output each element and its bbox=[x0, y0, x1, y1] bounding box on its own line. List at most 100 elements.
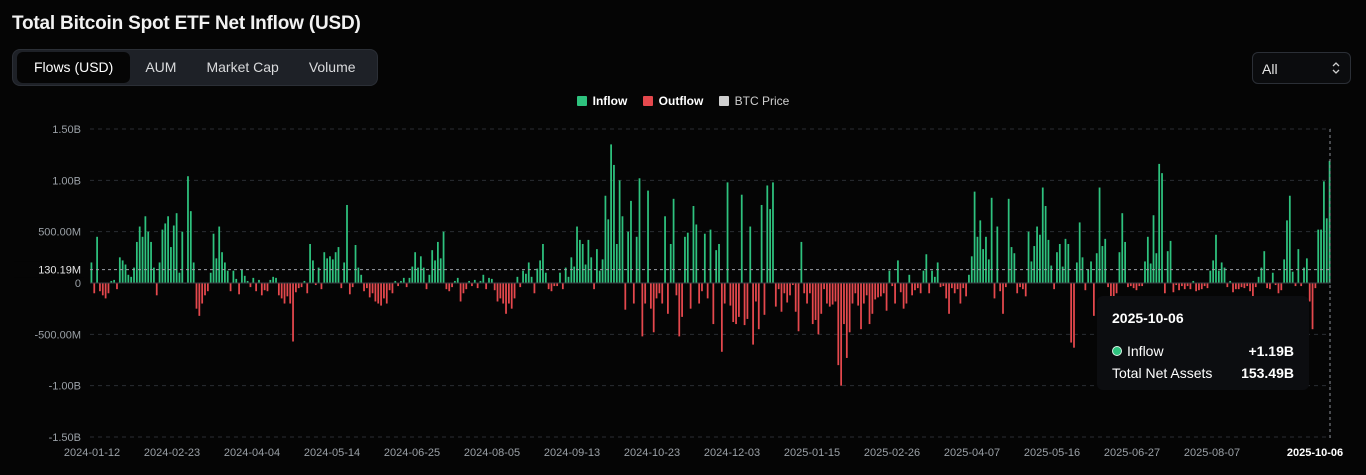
range-select-value: All bbox=[1262, 61, 1278, 77]
outflow-bar bbox=[1138, 283, 1141, 287]
outflow-bar bbox=[655, 283, 658, 299]
inflow-bar bbox=[400, 280, 402, 283]
inflow-bar bbox=[525, 273, 527, 283]
outflow-bar bbox=[229, 283, 232, 292]
inflow-bar bbox=[212, 233, 215, 283]
inflow-bar bbox=[147, 231, 150, 283]
legend-item-outflow[interactable]: Outflow bbox=[642, 94, 703, 108]
inflow-bar bbox=[996, 226, 999, 283]
inflow-bar bbox=[1013, 253, 1016, 283]
outflow-bar bbox=[723, 283, 726, 304]
outflow-bar bbox=[1135, 283, 1138, 291]
legend-item-btc-price[interactable]: BTC Price bbox=[718, 94, 789, 108]
inflow-bar bbox=[1220, 262, 1223, 283]
outflow-bar bbox=[1110, 283, 1112, 298]
tab-flows[interactable]: Flows (USD) bbox=[17, 52, 131, 83]
inflow-bar bbox=[226, 270, 229, 283]
inflow-bar bbox=[488, 277, 490, 283]
tab-volume[interactable]: Volume bbox=[308, 59, 356, 75]
outflow-bar bbox=[649, 283, 652, 309]
inflow-bar bbox=[979, 220, 982, 283]
inflow-bar bbox=[1124, 241, 1126, 283]
inflow-bar bbox=[113, 279, 116, 283]
inflow-bar bbox=[709, 229, 712, 283]
inflow-bar bbox=[1283, 259, 1286, 283]
y-tick-label: -500.00M bbox=[35, 329, 81, 341]
inflow-bar bbox=[1325, 218, 1328, 283]
inflow-bar bbox=[181, 231, 184, 283]
inflow-bar bbox=[331, 259, 334, 283]
inflow-bar bbox=[161, 229, 164, 283]
inflow-bar bbox=[985, 236, 987, 283]
legend-item-inflow[interactable]: Inflow bbox=[576, 94, 627, 108]
inflow-bar bbox=[96, 236, 98, 283]
outflow-bar bbox=[814, 283, 817, 320]
inflow-bar bbox=[1166, 251, 1169, 283]
inflow-bar bbox=[596, 249, 598, 283]
range-select[interactable]: All bbox=[1252, 52, 1351, 84]
outflow-bar bbox=[823, 283, 825, 290]
x-tick-label: 2024-02-23 bbox=[144, 447, 200, 459]
outflow-bar bbox=[1107, 283, 1109, 288]
inflow-bar bbox=[1064, 238, 1067, 283]
inflow-bar bbox=[726, 182, 729, 283]
outflow-bar bbox=[320, 283, 323, 290]
outflow-bar bbox=[289, 283, 292, 304]
inflow-bar bbox=[1155, 253, 1158, 283]
tab-market-cap[interactable]: Market Cap bbox=[206, 59, 279, 75]
outflow-bar bbox=[286, 283, 289, 297]
outflow-bar bbox=[371, 283, 374, 294]
inflow-bar bbox=[133, 267, 135, 283]
inflow-bar bbox=[982, 249, 985, 283]
inflow-bar bbox=[422, 267, 425, 283]
outflow-bar bbox=[493, 283, 496, 291]
outflow-bar bbox=[1172, 283, 1175, 293]
inflow-bar bbox=[1098, 187, 1101, 283]
outflow-bar bbox=[1269, 283, 1271, 290]
outflow-bar bbox=[1308, 283, 1311, 302]
outflow-bar bbox=[547, 283, 550, 290]
inflow-bar bbox=[428, 274, 431, 283]
outflow-bar bbox=[314, 283, 317, 286]
inflow-bar bbox=[587, 239, 590, 283]
outflow-bar bbox=[874, 283, 877, 300]
outflow-bar bbox=[388, 283, 391, 291]
outflow-bar bbox=[1186, 283, 1189, 287]
outflow-bar bbox=[1277, 283, 1280, 294]
outflow-bar bbox=[658, 283, 661, 294]
outflow-bar bbox=[1002, 283, 1004, 314]
tab-aum[interactable]: AUM bbox=[145, 59, 177, 75]
inflow-bar bbox=[703, 233, 706, 283]
inflow-bar bbox=[357, 267, 360, 283]
inflow-bar bbox=[1047, 239, 1050, 283]
inflow-bar bbox=[573, 266, 576, 283]
inflow-bar bbox=[692, 206, 695, 283]
page-title: Total Bitcoin Spot ETF Net Inflow (USD) bbox=[12, 13, 361, 34]
inflow-bar bbox=[576, 226, 578, 283]
outflow-bar bbox=[206, 283, 209, 292]
outflow-bar bbox=[363, 283, 365, 292]
inflow-bar bbox=[922, 270, 925, 283]
inflow-bar bbox=[164, 223, 167, 283]
outflow-bar bbox=[667, 283, 669, 314]
outflow-bar bbox=[828, 283, 831, 307]
inflow-bar bbox=[1081, 257, 1084, 283]
outflow-bar bbox=[826, 283, 828, 304]
outflow-bar bbox=[519, 283, 522, 288]
inflow-bar bbox=[473, 279, 476, 283]
outflow-bar bbox=[1226, 283, 1229, 288]
inflow-bar bbox=[1075, 262, 1078, 283]
inflow-bar bbox=[888, 270, 891, 283]
outflow-bar bbox=[953, 283, 956, 294]
inflow-bar bbox=[590, 257, 593, 283]
inflow-bar bbox=[334, 252, 337, 283]
inflow-bar bbox=[672, 198, 675, 283]
inflow-bar bbox=[647, 190, 649, 283]
outflow-bar bbox=[1021, 283, 1024, 290]
chart-legend: Inflow Outflow BTC Price bbox=[0, 94, 1366, 109]
outflow-bar bbox=[843, 283, 845, 325]
outflow-bar bbox=[840, 283, 843, 386]
outflow-bar bbox=[451, 283, 453, 288]
outflow-bar bbox=[894, 283, 896, 304]
outflow-bar bbox=[255, 283, 258, 292]
